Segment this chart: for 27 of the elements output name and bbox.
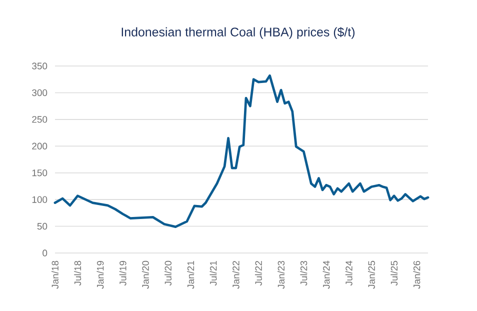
x-tick-label: Jul/23 [300, 260, 308, 286]
x-tick-label: Jan/18 [52, 260, 58, 289]
x-tick-label: Jan/21 [187, 260, 194, 289]
y-tick-label: 350 [32, 62, 48, 70]
y-tick-label: 250 [32, 116, 48, 123]
y-tick-label: 0 [42, 250, 48, 256]
y-tick-label: 100 [32, 196, 48, 203]
y-tick-label: 200 [32, 142, 48, 150]
y-tick-label: 50 [37, 222, 48, 230]
x-tick-label: Jan/24 [322, 260, 330, 289]
x-tick-label: Jan/25 [368, 260, 375, 289]
x-tick-label: Jul/24 [345, 260, 352, 286]
x-tick-label: Jul/19 [119, 260, 126, 286]
x-tick-label: Jan/23 [278, 260, 285, 289]
x-tick-label: Jan/19 [96, 260, 104, 289]
x-tick-label: Jan/26 [413, 260, 420, 289]
chart-title: Indonesian thermal Coal (HBA) prices ($/t) [122, 27, 355, 39]
x-tick-label: Jul/25 [390, 260, 398, 286]
line-series [54, 74, 430, 228]
y-tick-label: 300 [32, 89, 48, 96]
x-tick-label: Jul/20 [164, 260, 172, 286]
x-tick-label: Jul/22 [254, 260, 262, 286]
x-tick-label: Jan/22 [232, 260, 240, 289]
y-tick-label: 150 [32, 170, 48, 176]
x-tick-label: Jan/20 [142, 260, 149, 289]
x-tick-label: Jul/18 [74, 260, 82, 286]
x-tick-label: Jul/21 [210, 260, 217, 286]
